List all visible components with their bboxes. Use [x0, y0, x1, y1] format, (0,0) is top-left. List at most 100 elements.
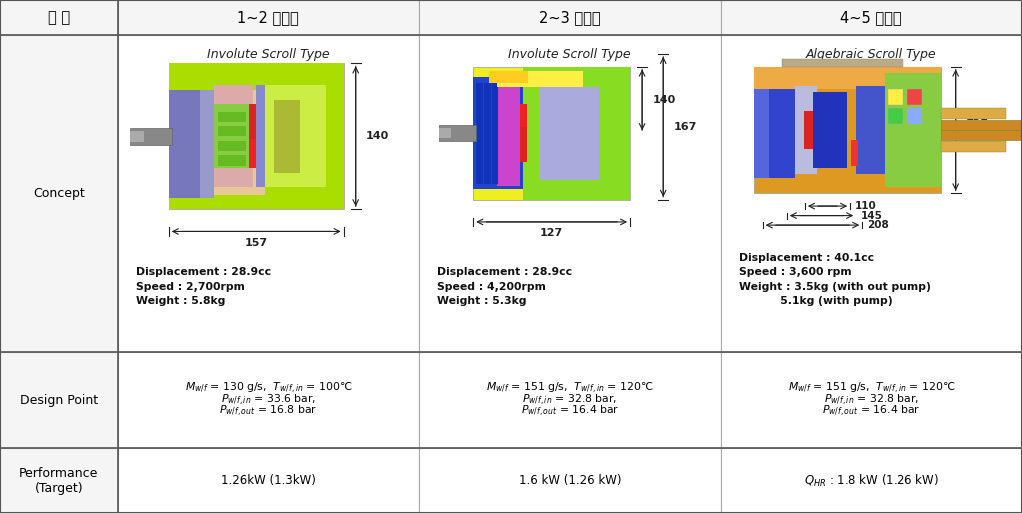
- Bar: [131, 130, 144, 142]
- Bar: [940, 142, 1006, 151]
- Text: 127: 127: [540, 228, 563, 238]
- Bar: [265, 85, 326, 187]
- Text: 1.6 kW (1.26 kW): 1.6 kW (1.26 kW): [518, 474, 621, 487]
- Bar: [249, 104, 257, 168]
- Bar: [497, 71, 583, 87]
- Bar: [118, 35, 419, 352]
- Bar: [721, 0, 1022, 35]
- Bar: [795, 86, 818, 174]
- Bar: [218, 111, 245, 122]
- Bar: [940, 130, 1022, 140]
- Bar: [438, 125, 476, 141]
- Bar: [200, 90, 215, 198]
- Text: 4~5 차년도: 4~5 차년도: [840, 10, 902, 25]
- Bar: [489, 71, 528, 83]
- Bar: [419, 35, 721, 352]
- Bar: [118, 0, 419, 35]
- Text: $P_{w/f, in}$ = 33.6 bar,: $P_{w/f, in}$ = 33.6 bar,: [221, 392, 316, 408]
- Bar: [169, 64, 343, 209]
- Text: 구 분: 구 분: [48, 10, 69, 25]
- Bar: [782, 59, 903, 67]
- Bar: [476, 83, 482, 184]
- Bar: [257, 85, 265, 187]
- Bar: [265, 64, 343, 209]
- Text: 2~3 차년도: 2~3 차년도: [539, 10, 601, 25]
- Bar: [419, 448, 721, 513]
- Text: Concept: Concept: [33, 187, 85, 200]
- Text: Displacement : 28.9cc
Speed : 2,700rpm
Weight : 5.8kg: Displacement : 28.9cc Speed : 2,700rpm W…: [136, 267, 271, 306]
- Bar: [940, 120, 1022, 130]
- Bar: [907, 108, 922, 124]
- Text: $P_{w/f, out}$ = 16.4 bar: $P_{w/f, out}$ = 16.4 bar: [520, 404, 619, 419]
- Bar: [804, 111, 814, 149]
- Bar: [523, 67, 630, 200]
- Bar: [884, 73, 940, 187]
- Bar: [169, 64, 265, 90]
- Bar: [215, 85, 252, 187]
- Text: Performance
(Target): Performance (Target): [19, 467, 98, 495]
- Bar: [218, 126, 245, 136]
- Bar: [856, 86, 884, 174]
- Bar: [473, 77, 523, 189]
- Bar: [473, 67, 630, 200]
- Text: $M_{w/f}$ = 130 g/s,  $T_{w/f, in}$ = 100℃: $M_{w/f}$ = 130 g/s, $T_{w/f, in}$ = 100…: [185, 381, 352, 397]
- Text: $M_{w/f}$ = 151 g/s,  $T_{w/f, in}$ = 120℃: $M_{w/f}$ = 151 g/s, $T_{w/f, in}$ = 120…: [486, 381, 653, 397]
- Text: 1~2 차년도: 1~2 차년도: [237, 10, 299, 25]
- Bar: [0, 352, 118, 448]
- Bar: [215, 104, 249, 168]
- Bar: [493, 83, 499, 184]
- Text: $P_{w/f, in}$ = 32.8 bar,: $P_{w/f, in}$ = 32.8 bar,: [522, 392, 617, 408]
- Text: Displacement : 40.1cc
Speed : 3,600 rpm
Weight : 3.5kg (with out pump)
         : Displacement : 40.1cc Speed : 3,600 rpm …: [739, 253, 930, 306]
- Bar: [484, 83, 491, 184]
- Bar: [169, 194, 265, 209]
- Text: 167: 167: [673, 122, 697, 132]
- Text: 110: 110: [855, 201, 877, 211]
- Text: $M_{w/f}$ = 151 g/s,  $T_{w/f, in}$ = 120℃: $M_{w/f}$ = 151 g/s, $T_{w/f, in}$ = 120…: [788, 381, 955, 397]
- Text: 140: 140: [652, 95, 676, 105]
- Bar: [118, 352, 419, 448]
- Bar: [888, 108, 903, 124]
- Text: Involute Scroll Type: Involute Scroll Type: [509, 48, 631, 61]
- Bar: [0, 448, 118, 513]
- Bar: [721, 35, 1022, 352]
- Text: 140: 140: [366, 131, 389, 142]
- Text: $P_{w/f, in}$ = 32.8 bar,: $P_{w/f, in}$ = 32.8 bar,: [824, 392, 919, 408]
- Bar: [721, 352, 1022, 448]
- Text: Algebraic Scroll Type: Algebraic Scroll Type: [806, 48, 936, 61]
- Bar: [721, 448, 1022, 513]
- Text: 157: 157: [244, 238, 268, 248]
- Text: Displacement : 28.9cc
Speed : 4,200rpm
Weight : 5.3kg: Displacement : 28.9cc Speed : 4,200rpm W…: [437, 267, 572, 306]
- Bar: [753, 89, 795, 178]
- Bar: [753, 67, 940, 89]
- Text: $P_{w/f, out}$ = 16.8 bar: $P_{w/f, out}$ = 16.8 bar: [219, 404, 318, 419]
- Bar: [131, 128, 173, 145]
- Bar: [0, 0, 118, 35]
- Text: $P_{w/f, out}$ = 16.4 bar: $P_{w/f, out}$ = 16.4 bar: [822, 404, 921, 419]
- Text: 208: 208: [868, 220, 889, 230]
- Bar: [520, 104, 526, 163]
- Text: 145: 145: [862, 211, 883, 221]
- Bar: [753, 67, 940, 193]
- Bar: [888, 89, 903, 105]
- Bar: [851, 140, 858, 166]
- Bar: [249, 139, 257, 168]
- Bar: [497, 80, 520, 186]
- Bar: [419, 0, 721, 35]
- Bar: [0, 35, 118, 352]
- Bar: [438, 128, 452, 139]
- Text: $Q_{HR}$ : 1.8 kW (1.26 kW): $Q_{HR}$ : 1.8 kW (1.26 kW): [803, 472, 939, 489]
- Bar: [118, 448, 419, 513]
- Bar: [814, 92, 847, 168]
- Bar: [274, 100, 299, 173]
- Bar: [520, 104, 526, 127]
- Bar: [169, 90, 200, 198]
- Text: Involute Scroll Type: Involute Scroll Type: [207, 48, 329, 61]
- Bar: [540, 87, 599, 180]
- Bar: [419, 352, 721, 448]
- Text: Design Point: Design Point: [19, 393, 98, 407]
- Bar: [907, 89, 922, 105]
- Bar: [218, 155, 245, 166]
- Text: 132: 132: [966, 112, 989, 122]
- Text: 1.26kW (1.3kW): 1.26kW (1.3kW): [221, 474, 316, 487]
- Bar: [753, 89, 769, 178]
